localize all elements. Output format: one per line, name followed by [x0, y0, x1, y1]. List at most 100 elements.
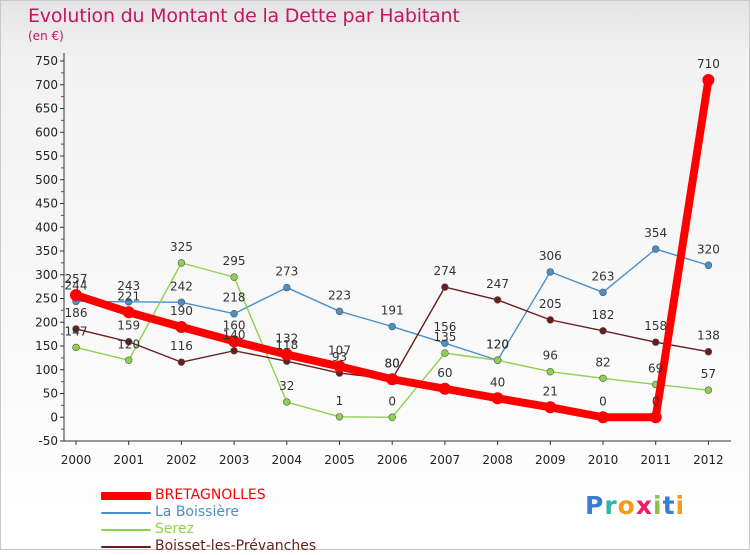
x-tick-label: 2011	[640, 453, 671, 467]
data-label: 1	[336, 394, 344, 408]
data-point	[283, 398, 291, 406]
legend-swatch	[101, 528, 151, 531]
data-label: 147	[65, 324, 88, 338]
y-tick-label: 700	[35, 78, 58, 92]
line-chart: -500501001502002503003504004505005506006…	[35, 53, 731, 467]
y-tick-label: 400	[35, 220, 58, 234]
legend-item: Serez	[101, 521, 401, 538]
data-label: 218	[223, 291, 246, 305]
data-point	[72, 325, 80, 333]
data-label: 223	[328, 288, 351, 302]
data-point	[175, 321, 188, 333]
data-point	[230, 347, 238, 355]
x-tick-label: 2003	[219, 453, 250, 467]
legend-item: La Boissière	[101, 504, 401, 521]
logo-letter: x	[635, 491, 653, 520]
legend: BRETAGNOLLES La Boissière Serez Boisset-les…	[101, 487, 401, 555]
data-point	[283, 283, 291, 292]
data-label: 159	[117, 319, 140, 333]
logo-letter: t	[662, 491, 676, 520]
data-point	[704, 261, 713, 269]
data-label: 244	[65, 278, 88, 292]
x-tick-label: 2000	[61, 453, 92, 467]
data-point	[493, 296, 502, 304]
data-point	[122, 306, 135, 319]
logo-letter: o	[617, 491, 636, 520]
data-label: 69	[648, 361, 663, 375]
data-label: 160	[223, 318, 246, 332]
legend-label: Boisset-les-Prévanches	[155, 538, 317, 554]
data-label: 190	[170, 304, 193, 318]
logo-letter: r	[604, 491, 618, 520]
data-point	[597, 411, 609, 424]
data-label: 96	[543, 349, 558, 363]
data-point	[493, 356, 502, 364]
y-tick-label: 0	[50, 410, 58, 424]
data-label: 710	[697, 57, 720, 71]
data-label: 132	[275, 332, 298, 346]
data-point	[491, 392, 504, 405]
data-point	[335, 413, 344, 421]
data-point	[230, 310, 238, 318]
x-tick-label: 2008	[482, 453, 513, 467]
data-label: 80	[385, 356, 400, 370]
data-label: 120	[117, 337, 140, 351]
x-tick-label: 2009	[535, 453, 566, 467]
data-point	[441, 339, 449, 347]
data-label: 40	[490, 375, 505, 389]
chart-title: Evolution du Montant de la Dette par Hab…	[28, 5, 460, 27]
data-label: 93	[332, 350, 347, 364]
x-tick-label: 2005	[324, 453, 355, 467]
data-label: 82	[595, 355, 610, 369]
data-label: 325	[170, 240, 193, 254]
data-label: 120	[486, 337, 509, 351]
series-layer	[70, 74, 715, 424]
data-point	[546, 268, 554, 276]
chart-subtitle: (en €)	[28, 29, 64, 43]
data-label: 242	[170, 279, 193, 293]
data-point	[546, 367, 554, 376]
data-label: 107	[328, 343, 351, 357]
data-point	[335, 307, 344, 316]
data-point	[333, 360, 346, 373]
data-point	[386, 373, 399, 386]
y-tick-label: 50	[43, 387, 58, 401]
x-tick-label: 2007	[430, 453, 461, 467]
data-point	[441, 283, 449, 291]
data-point	[599, 374, 607, 382]
data-point	[177, 259, 186, 267]
legend-item: BRETAGNOLLES	[101, 487, 401, 504]
data-point	[177, 358, 186, 366]
data-label: 0	[388, 394, 396, 408]
data-label: 247	[486, 277, 509, 291]
data-point	[702, 74, 715, 86]
x-tick-label: 2004	[272, 453, 303, 467]
legend-label: Serez	[155, 521, 194, 537]
legend-swatch	[101, 511, 151, 514]
data-point	[651, 338, 660, 346]
y-tick-label: 200	[35, 315, 58, 329]
chart-axes: -500501001502002503003504004505005506006…	[35, 53, 731, 467]
y-tick-label: 550	[35, 149, 58, 163]
data-point	[72, 343, 80, 352]
data-point	[599, 327, 607, 335]
data-point	[704, 386, 713, 394]
data-label: 274	[433, 264, 456, 278]
data-label: 57	[701, 367, 716, 381]
data-label: 320	[697, 242, 720, 256]
data-label: 186	[65, 306, 88, 320]
x-tick-label: 2001	[113, 453, 144, 467]
y-tick-label: 350	[35, 244, 58, 258]
data-label: 60	[437, 366, 452, 380]
data-label: 354	[644, 226, 667, 240]
y-tick-label: 600	[35, 125, 58, 139]
y-tick-label: 650	[35, 102, 58, 116]
data-point	[651, 245, 660, 253]
logo-letter: i	[653, 491, 663, 520]
data-label: 182	[592, 308, 615, 322]
y-tick-label: 750	[35, 54, 58, 68]
data-label: 0	[652, 394, 660, 408]
data-label: 263	[592, 269, 615, 283]
data-label: 21	[543, 384, 558, 398]
